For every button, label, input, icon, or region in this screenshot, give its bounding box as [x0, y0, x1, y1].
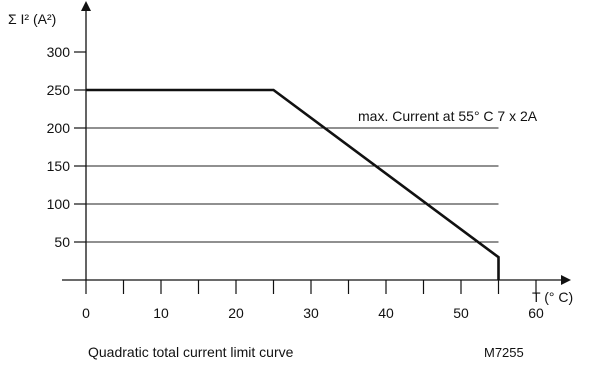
y-tick-label-200: 200 [47, 120, 71, 136]
x-tick-label-30: 30 [303, 305, 319, 321]
x-tick-label-10: 10 [153, 305, 169, 321]
x-tick-label-60: 60 [528, 305, 544, 321]
x-tick-label-0: 0 [82, 305, 90, 321]
y-axis-label: Σ I² (A²) [8, 11, 56, 27]
x-tick-label-40: 40 [378, 305, 394, 321]
x-axis-label: T (° C) [532, 289, 573, 305]
y-tick-label-50: 50 [54, 234, 70, 250]
figure-code: M7255 [484, 345, 524, 360]
y-tick-label-100: 100 [47, 196, 71, 212]
chart-caption: Quadratic total current limit curve [88, 344, 294, 360]
y-tick-label-250: 250 [47, 82, 71, 98]
series-group [86, 88, 500, 280]
x-tick-label-20: 20 [228, 305, 244, 321]
ticks: 50 100 150 200 250 300 0 10 20 30 40 50 60 [47, 44, 544, 321]
y-tick-label-150: 150 [47, 158, 71, 174]
limit-curve-line [86, 88, 500, 280]
axes [62, 1, 571, 285]
y-tick-label-300: 300 [47, 44, 71, 60]
annotation-text: max. Current at 55° C 7 x 2A [358, 108, 538, 124]
x-tick-label-50: 50 [453, 305, 469, 321]
